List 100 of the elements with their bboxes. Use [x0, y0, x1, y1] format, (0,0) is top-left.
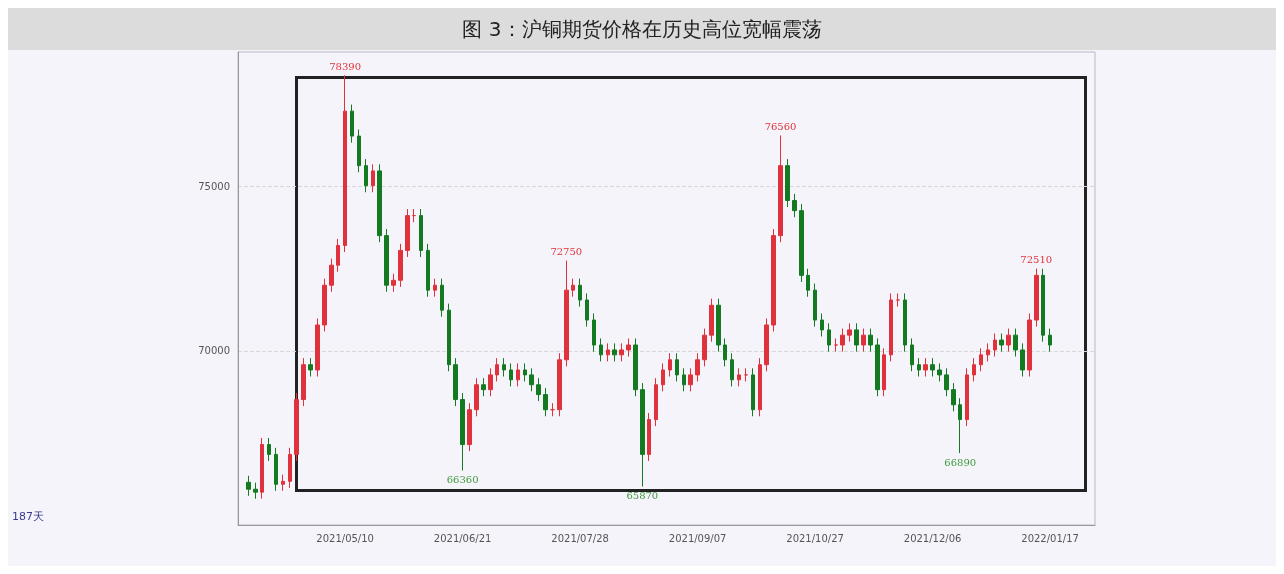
candlestick	[592, 312, 596, 353]
candlestick	[834, 337, 838, 353]
candlestick	[675, 352, 679, 382]
candlestick	[322, 278, 327, 333]
candlestick	[758, 357, 762, 417]
candlestick	[737, 367, 741, 387]
candlestick	[993, 333, 997, 357]
candlestick	[840, 328, 845, 353]
candlestick	[453, 357, 458, 407]
candlestick	[806, 268, 810, 298]
candlestick	[682, 367, 686, 392]
x-tick-label: 2021/07/28	[551, 532, 609, 544]
candlestick	[716, 298, 721, 353]
candlestick	[785, 158, 790, 208]
candlestick	[827, 322, 831, 353]
chart-title: 图 3：沪铜期货价格在历史高位宽幅震荡	[8, 8, 1276, 50]
candlestick	[364, 158, 368, 193]
candlestick	[1048, 328, 1052, 353]
candlestick	[599, 337, 603, 362]
candlestick	[688, 367, 693, 392]
candlestick	[447, 303, 451, 372]
candlestick	[626, 337, 631, 357]
candlestick	[564, 260, 569, 367]
candlestick	[923, 357, 928, 378]
candlestick	[281, 474, 285, 492]
candlestick	[391, 273, 396, 293]
candlestick	[488, 367, 493, 397]
candlestick	[654, 377, 658, 427]
candlestick	[516, 362, 520, 387]
candlestick	[972, 357, 976, 382]
candlestick	[1013, 328, 1018, 357]
candlestick	[910, 337, 914, 372]
candlestick	[744, 367, 748, 382]
candlestick	[889, 292, 893, 362]
candlestick	[288, 447, 292, 489]
candlestick	[557, 352, 562, 417]
candlestick	[440, 278, 444, 318]
candlestick	[371, 163, 375, 193]
candlestick	[854, 322, 859, 353]
candlestick	[861, 328, 866, 353]
candlestick	[764, 317, 769, 372]
candlestick	[308, 357, 313, 378]
candlestick	[633, 337, 638, 397]
candlestick	[467, 402, 472, 452]
candlestick	[267, 437, 271, 462]
candlestick	[294, 392, 299, 462]
candlestick	[384, 228, 389, 293]
annotation: 78390	[329, 60, 362, 72]
x-tick-label: 2021/09/07	[668, 532, 727, 544]
candlestick	[336, 238, 340, 273]
x-tick-label: 2021/12/06	[903, 532, 962, 544]
candlestick	[951, 382, 956, 412]
candlestick	[944, 367, 949, 397]
annotation: 76560	[764, 120, 797, 132]
candlestick	[986, 342, 990, 362]
candlestick	[702, 328, 707, 367]
candlestick	[958, 397, 962, 454]
candlestick	[1027, 312, 1032, 378]
candlestick	[999, 333, 1004, 353]
candlestick	[578, 278, 582, 308]
y-tick-label: 70000	[198, 345, 230, 357]
candlestick	[253, 482, 258, 500]
candlestick	[668, 352, 672, 378]
candlestick	[1020, 342, 1025, 378]
candlestick	[619, 342, 624, 362]
candlestick	[495, 357, 499, 382]
annotation: 66360	[446, 473, 479, 485]
annotation: 72510	[1020, 253, 1053, 265]
candlestick	[875, 337, 880, 397]
candlestick	[723, 337, 727, 367]
candlestick	[274, 447, 278, 492]
candlestick	[695, 352, 700, 382]
candlestick	[903, 292, 907, 353]
candlestick	[357, 129, 361, 173]
candlestick	[1041, 268, 1045, 343]
x-tick-label: 2022/01/17	[1021, 532, 1079, 544]
candlestick	[350, 104, 354, 144]
candlestick	[606, 342, 610, 362]
candlestick	[419, 208, 423, 258]
candlestick	[523, 362, 527, 382]
candlestick	[343, 74, 347, 253]
candlestick	[246, 475, 251, 497]
candlestick	[730, 352, 734, 387]
candlestick	[329, 258, 334, 293]
candlestick	[550, 402, 555, 417]
x-tick-label: 2021/10/27	[786, 532, 844, 544]
candlestick	[799, 203, 804, 283]
candlestick	[661, 362, 665, 392]
candlestick	[536, 377, 541, 402]
candlestick	[412, 208, 416, 223]
candlestick	[315, 317, 320, 378]
candlestick	[474, 377, 479, 417]
candlestick	[930, 357, 935, 378]
candlestick	[751, 367, 755, 417]
candlestick	[405, 208, 410, 258]
candlestick	[640, 382, 645, 488]
candlestick	[377, 163, 382, 243]
annotation: 72750	[550, 246, 583, 258]
candlestick	[647, 412, 651, 462]
candlestick	[979, 347, 983, 372]
